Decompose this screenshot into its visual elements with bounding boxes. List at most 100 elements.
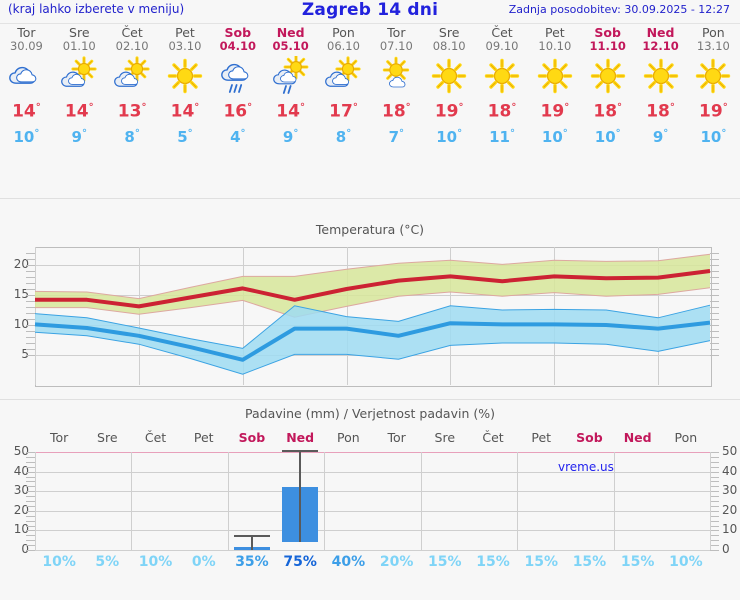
partly-sunny-icon [53, 55, 106, 97]
day-column[interactable]: Čet 02.10 13° 8° [106, 26, 159, 148]
sunny-icon [528, 55, 581, 97]
precip-probability: 15% [476, 554, 510, 570]
day-date: 03.10 [168, 39, 202, 53]
last-update-text: Zadnja posodobitev: 30.09.2025 - 12:27 [508, 3, 730, 16]
min-temp: 10° [541, 127, 568, 146]
day-name: Čet [121, 25, 143, 40]
day-date: 04.10 [219, 39, 256, 53]
min-temp: 4° [230, 127, 246, 146]
max-temp: 14° [64, 101, 94, 122]
precip-probability: 20% [379, 554, 414, 570]
precipitation-chart: Padavine (mm) / Verjetnost padavin (%) T… [0, 404, 740, 600]
max-temp: 18° [646, 101, 675, 122]
day-date: 11.10 [589, 39, 626, 53]
precip-probability: 10% [138, 554, 173, 570]
day-column[interactable]: Sre 01.10 14° 9° [53, 26, 106, 148]
sunny-icon [634, 55, 687, 97]
day-column[interactable]: Sob 04.10 16° 4° [211, 26, 264, 148]
precip-probability: 15% [572, 554, 607, 570]
precip-probability: 15% [620, 554, 655, 570]
day-column[interactable]: Pon 06.10 17° 8° [317, 26, 370, 148]
max-temp: 18° [487, 101, 517, 122]
day-date: 07.10 [379, 39, 413, 53]
precip-probability: 15% [524, 554, 558, 570]
min-temp: 7° [388, 127, 405, 146]
day-column[interactable]: Tor 07.10 18° 7° [370, 26, 423, 148]
precip-whisker [299, 450, 302, 543]
min-temp: 10° [13, 127, 40, 146]
max-temp: 19° [540, 101, 570, 122]
max-temp: 14° [276, 101, 305, 122]
temperature-chart-title: Temperatura (°C) [315, 222, 425, 237]
day-column[interactable]: Sob 11.10 18° 10° [581, 26, 634, 148]
day-name: Sre [438, 25, 460, 40]
precip-day-label: Ned [286, 430, 315, 445]
rain-icon [211, 55, 264, 97]
day-column[interactable]: Ned 05.10 14° 9° [264, 26, 317, 148]
day-name: Sob [224, 25, 252, 40]
day-name: Pon [332, 25, 355, 40]
day-column[interactable]: Ned 12.10 18° 9° [634, 26, 687, 148]
day-date: 01.10 [62, 39, 96, 53]
page-title: Zagreb 14 dni [301, 0, 439, 20]
day-date: 06.10 [327, 39, 360, 53]
precip-day-label: Pet [531, 430, 552, 445]
cloudy-icon [0, 55, 53, 97]
precip-day-label: Sre [434, 430, 456, 445]
sunny-icon [476, 55, 529, 97]
day-date: 09.10 [485, 39, 519, 53]
max-temp: 19° [699, 101, 728, 122]
precip-whisker [250, 535, 253, 550]
day-name: Sre [69, 25, 90, 40]
day-name: Sob [594, 25, 621, 40]
day-column[interactable]: Čet 09.10 18° 11° [476, 26, 529, 148]
day-name: Ned [646, 25, 675, 40]
max-temp: 14° [12, 101, 41, 122]
precip-probability: 35% [235, 554, 269, 570]
page-header: (kraj lahko izberete v meniju) Zagreb 14… [0, 0, 740, 22]
header-divider [0, 23, 740, 24]
day-name: Pon [702, 25, 725, 40]
precip-probability: 75% [283, 554, 317, 570]
precip-day-label: Pon [337, 430, 360, 445]
precip-day-label: Pon [674, 430, 698, 445]
min-temp: 10° [594, 127, 621, 146]
max-temp: 16° [223, 101, 253, 122]
day-column[interactable]: Sre 08.10 19° 10° [423, 26, 476, 148]
day-column[interactable]: Pet 10.10 19° 10° [528, 26, 581, 148]
location-note: (kraj lahko izberete v meniju) [8, 2, 185, 16]
precip-probability: 10% [42, 554, 76, 570]
day-column[interactable]: Tor 30.09 14° 10° [0, 26, 53, 148]
max-temp: 18° [381, 101, 411, 122]
day-date: 13.10 [696, 39, 730, 53]
day-name: Tor [17, 25, 36, 40]
min-temp: 8° [124, 127, 140, 146]
sunny-icon [687, 55, 740, 97]
day-name: Ned [276, 25, 305, 40]
precip-day-label: Sob [576, 430, 603, 445]
precipitation-chart-title: Padavine (mm) / Verjetnost padavin (%) [245, 406, 495, 421]
sunny-icon [423, 55, 476, 97]
day-column[interactable]: Pon 13.10 19° 10° [687, 26, 740, 148]
precip-whisker-cap [281, 450, 319, 453]
temperature-chart: Temperatura (°C) 5 10 15 20 vreme.us [0, 220, 740, 474]
min-temp: 9° [652, 127, 669, 146]
day-name: Tor [387, 25, 406, 40]
precip-probability: 40% [331, 554, 366, 570]
section-divider-top [0, 198, 740, 199]
section-divider-bottom [0, 399, 740, 400]
min-temp: 10° [436, 127, 463, 146]
max-temp: 14° [170, 101, 200, 122]
day-column[interactable]: Pet 03.10 14° 5° [159, 26, 212, 148]
day-date: 05.10 [272, 39, 309, 53]
precip-day-label: Sob [238, 430, 266, 445]
day-name: Pet [175, 25, 195, 40]
day-date: 12.10 [642, 39, 679, 53]
precip-day-label: Ned [623, 430, 652, 445]
precip-day-label: Sre [97, 430, 118, 445]
sunny-icon [159, 55, 212, 97]
watermark: vreme.us [558, 460, 614, 474]
sun-cloud-icon [370, 55, 423, 97]
max-temp: 18° [593, 101, 623, 122]
